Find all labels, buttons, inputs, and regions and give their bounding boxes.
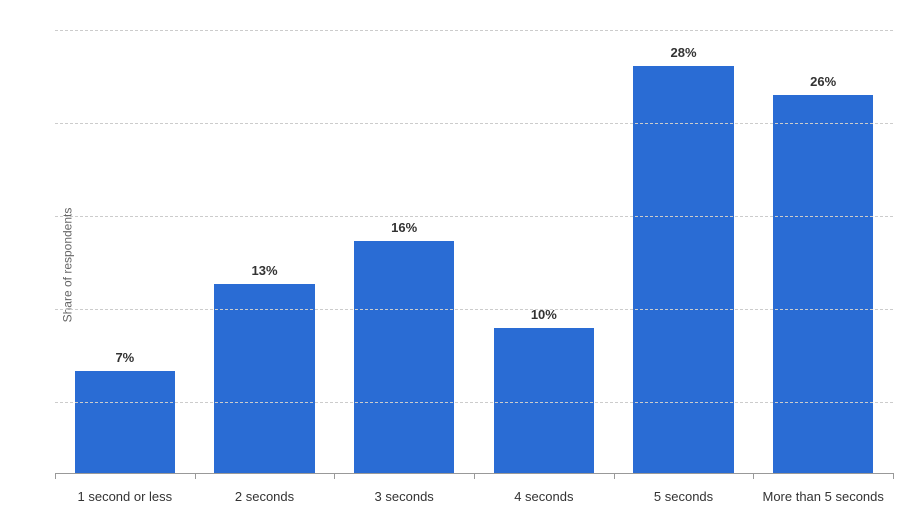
- gridline: [55, 30, 893, 31]
- x-axis-labels: 1 second or less2 seconds3 seconds4 seco…: [55, 479, 893, 529]
- x-axis-category-label: 2 seconds: [195, 479, 335, 529]
- bar: [354, 241, 455, 474]
- bar-value-label: 28%: [671, 45, 697, 60]
- gridline: [55, 309, 893, 310]
- bar-group: 26%: [753, 8, 893, 473]
- gridline: [55, 123, 893, 124]
- bar-value-label: 7%: [115, 350, 134, 365]
- bar-group: 13%: [195, 8, 335, 473]
- x-axis-category-label: 3 seconds: [334, 479, 474, 529]
- bar-value-label: 16%: [391, 220, 417, 235]
- x-axis-category-label: 1 second or less: [55, 479, 195, 529]
- bar: [494, 328, 595, 473]
- gridline: [55, 402, 893, 403]
- bar: [773, 95, 874, 473]
- x-axis-category-label: 5 seconds: [614, 479, 754, 529]
- x-axis-tick: [893, 473, 894, 479]
- bar: [75, 371, 176, 473]
- x-axis-category-label: 4 seconds: [474, 479, 614, 529]
- bar-group: 10%: [474, 8, 614, 473]
- bars-region: 7% 13% 16% 10% 28% 26%: [55, 8, 893, 473]
- plot-area: 7% 13% 16% 10% 28% 26%: [55, 8, 893, 474]
- bar-value-label: 13%: [251, 263, 277, 278]
- bar-chart: Share of respondents 7%13%16%10%28%26% 1…: [0, 0, 901, 529]
- x-axis-category-label: More than 5 seconds: [753, 479, 893, 529]
- bar-group: 28%: [614, 8, 754, 473]
- bar: [214, 284, 315, 473]
- bar-group: 16%: [334, 8, 474, 473]
- gridline: [55, 216, 893, 217]
- bar: [633, 66, 734, 473]
- bar-group: 7%: [55, 8, 195, 473]
- bar-value-label: 26%: [810, 74, 836, 89]
